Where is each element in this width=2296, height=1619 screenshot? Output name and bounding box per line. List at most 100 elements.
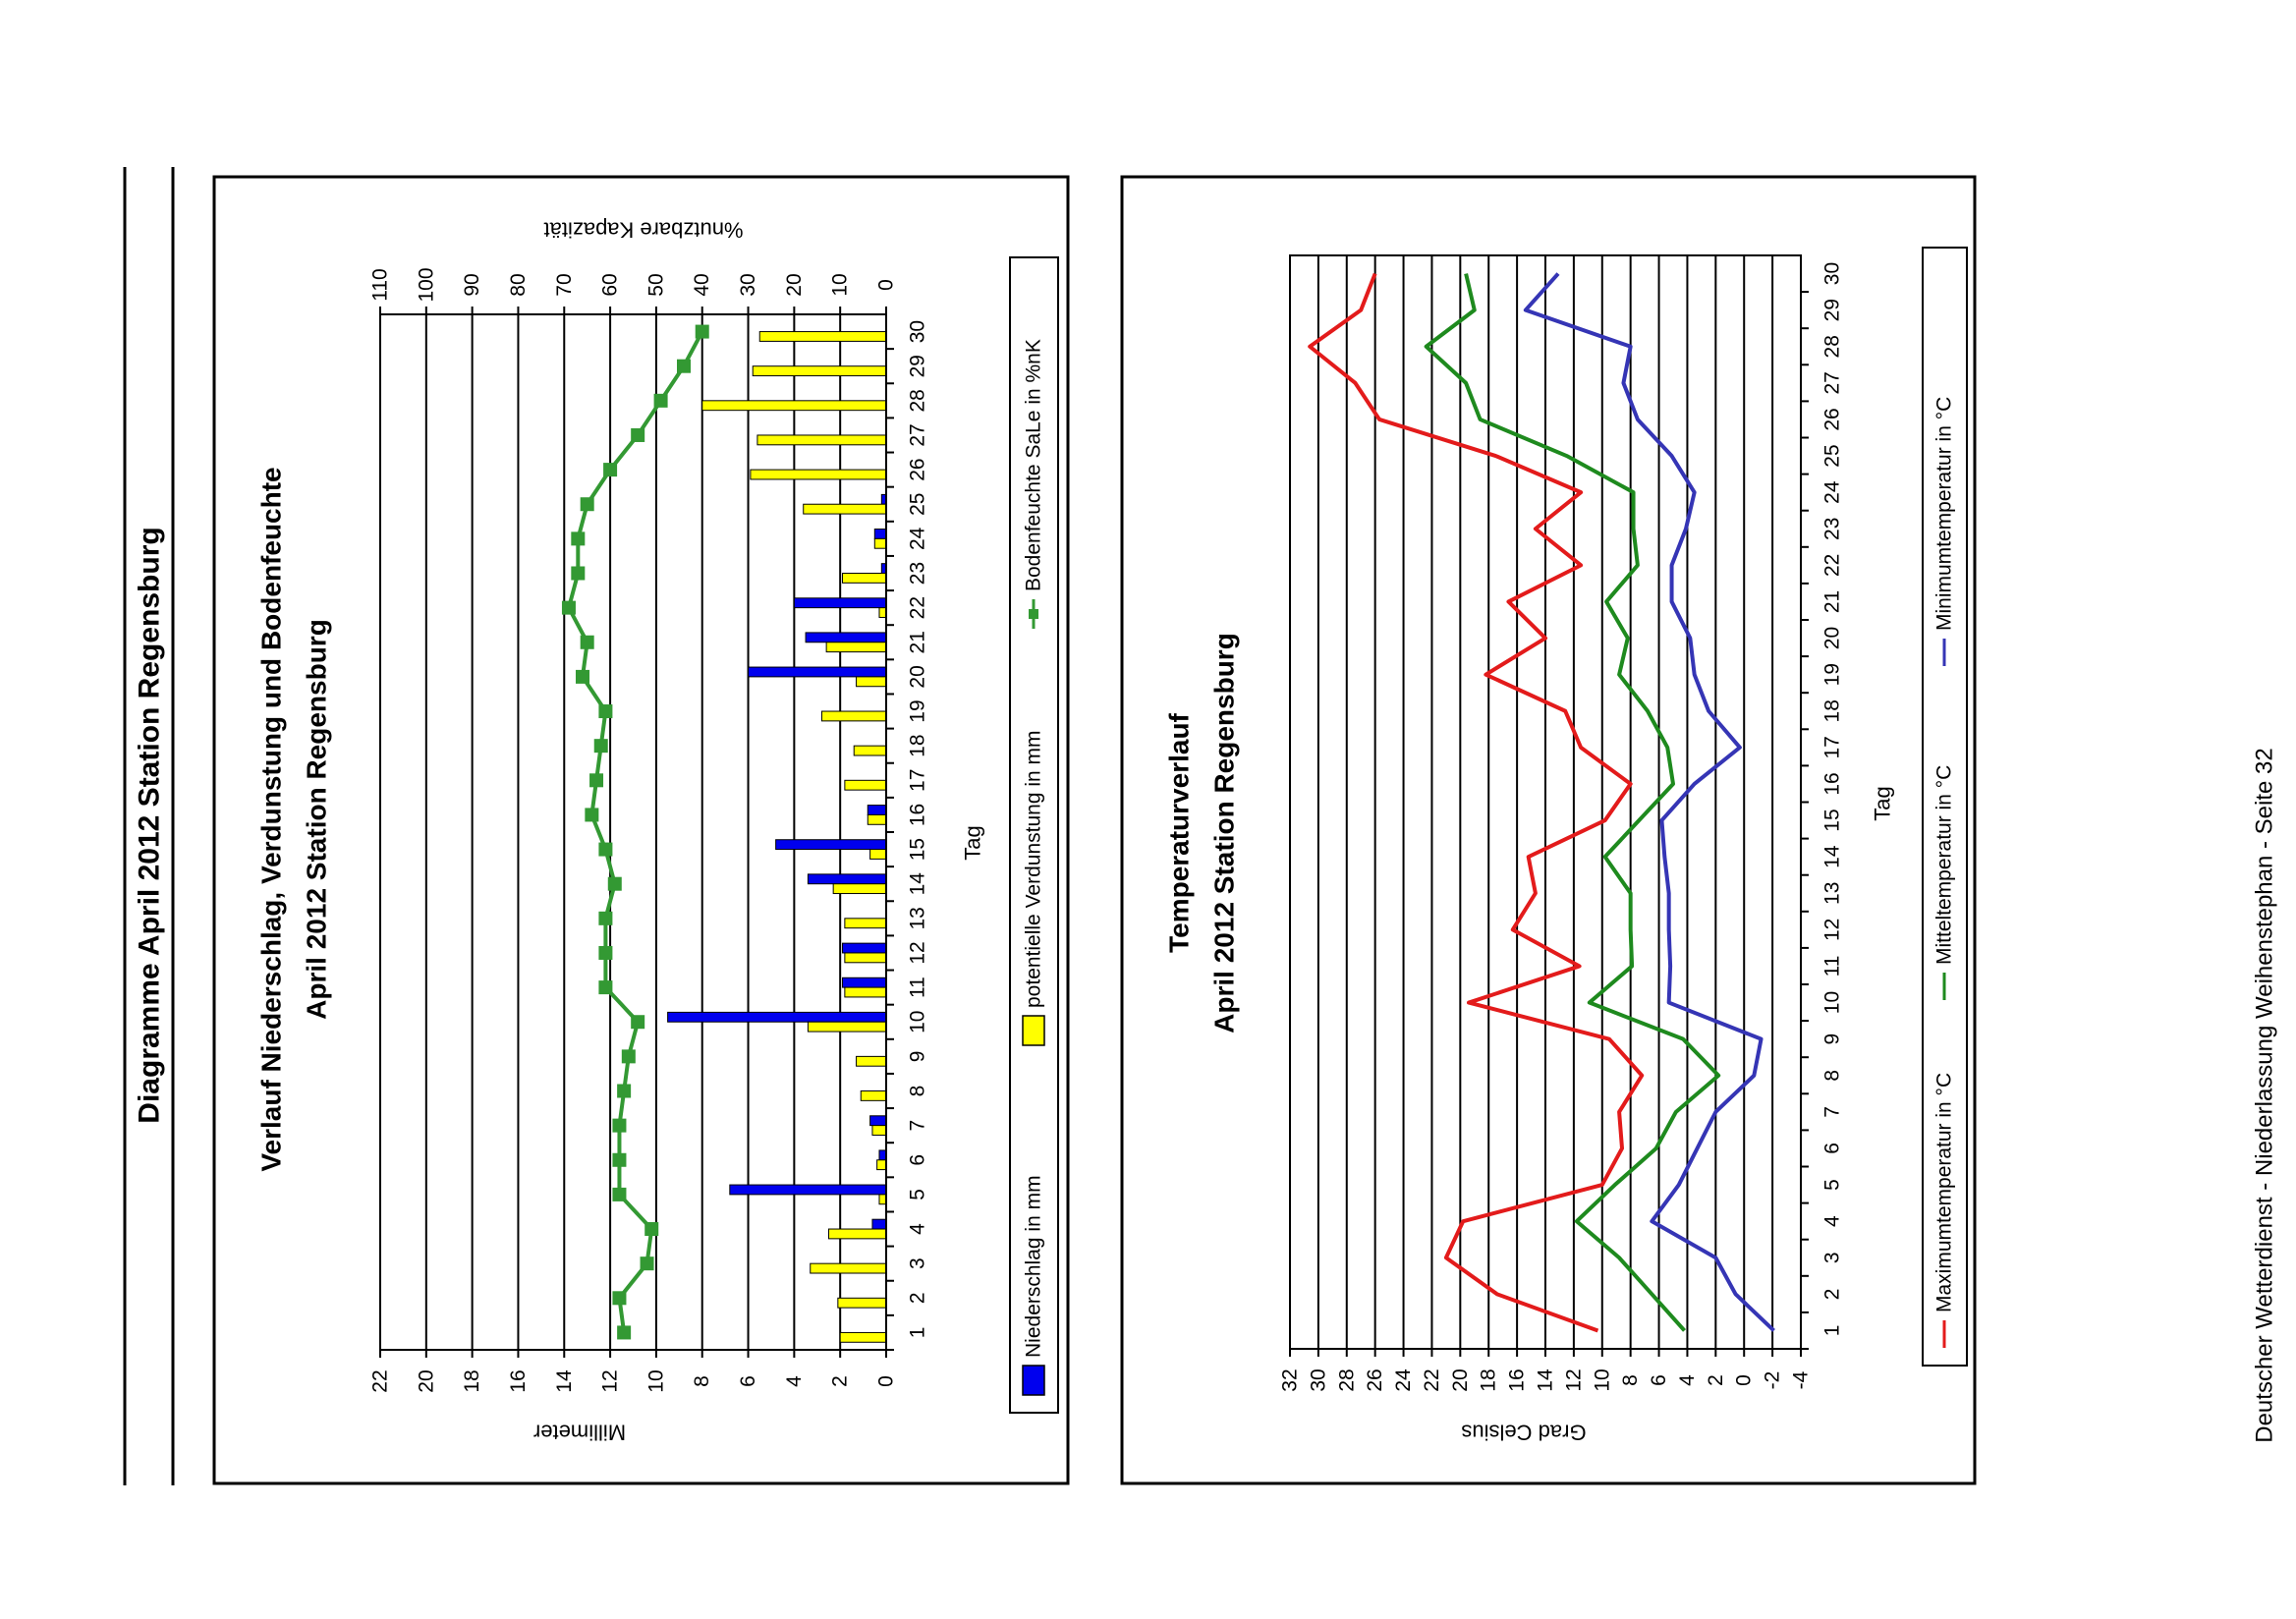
- x-tick-label: 12: [1821, 919, 1844, 941]
- y-tick-label: 14: [553, 1369, 576, 1393]
- x-tick-label: 10: [907, 1011, 929, 1033]
- x-tick-label: 29: [1821, 299, 1844, 321]
- x-tick-label: 11: [907, 977, 929, 998]
- y-tick-label: 0: [875, 1375, 898, 1387]
- y-tick-label: 2: [1705, 1374, 1727, 1386]
- x-tick-label: 14: [907, 872, 929, 896]
- x-tick-label: 10: [1821, 991, 1844, 1014]
- bar-evaporation: [853, 745, 887, 756]
- point-soil-moisture: [598, 980, 613, 995]
- y-tick-label: 18: [461, 1369, 483, 1392]
- x-tick-label: 19: [907, 699, 929, 722]
- bar-evaporation: [867, 813, 887, 825]
- y-tick-label: 22: [1421, 1368, 1443, 1391]
- y-tick-label: 18: [1478, 1368, 1500, 1391]
- x-tick-label: 30: [907, 320, 929, 343]
- x-tick-label: 1: [907, 1327, 929, 1339]
- y-tick-label: 6: [737, 1375, 759, 1387]
- x-tick-label: 2: [1821, 1289, 1844, 1301]
- bar-evaporation: [842, 573, 887, 584]
- bar-precipitation: [871, 1218, 887, 1230]
- bar-evaporation: [758, 331, 887, 342]
- legend-label-soil: Bodenfeuchte SaLe in %nK: [1023, 339, 1045, 591]
- x-tick-label: 6: [907, 1154, 929, 1166]
- point-soil-moisture: [612, 1187, 627, 1201]
- bar-evaporation: [856, 1055, 887, 1067]
- bar-precipitation: [807, 873, 887, 885]
- bar-evaporation: [876, 1159, 887, 1171]
- x-tick-label: 2: [907, 1292, 929, 1304]
- y-tick-label: 14: [1535, 1368, 1557, 1392]
- x-tick-label: 20: [1821, 627, 1844, 649]
- chart-temperature-ticks: -4-2024681012141618202224262830321234567…: [1279, 262, 1844, 1392]
- x-tick-label: 14: [1821, 845, 1844, 868]
- x-tick-label: 24: [1821, 480, 1844, 504]
- x-tick-label: 26: [907, 458, 929, 480]
- bar-evaporation: [832, 883, 887, 895]
- point-soil-moisture: [603, 463, 618, 477]
- x-tick-label: 17: [907, 769, 929, 792]
- legend-label-evap: potentielle Verdunstung in mm: [1023, 730, 1045, 1008]
- point-soil-moisture: [580, 497, 594, 512]
- y2-tick-label: 40: [691, 273, 713, 296]
- bar-evaporation: [820, 710, 887, 722]
- x-tick-label: 30: [1821, 262, 1844, 285]
- y-tick-label: 30: [1307, 1368, 1329, 1391]
- bar-evaporation: [873, 537, 887, 549]
- bar-evaporation: [810, 1262, 887, 1274]
- chart-precipitation-panel: Verlauf Niederschlag, Verdunstung und Bo…: [212, 175, 1070, 1485]
- chart-temperature-marks: [1308, 272, 1775, 1333]
- x-tick-label: 22: [1821, 554, 1844, 577]
- y-tick-label: 16: [1506, 1368, 1529, 1391]
- line-mean-temperature: [1424, 273, 1721, 1332]
- chart-precipitation-ylabel: Millimeter: [533, 1421, 626, 1445]
- x-tick-label: 19: [1821, 663, 1844, 686]
- point-soil-moisture: [617, 1084, 632, 1098]
- bar-evaporation: [856, 676, 887, 688]
- y2-tick-label: 100: [415, 267, 437, 302]
- point-soil-moisture: [598, 842, 613, 857]
- bar-evaporation: [837, 1297, 887, 1309]
- bar-evaporation: [701, 400, 887, 412]
- x-tick-label: 15: [1821, 809, 1844, 831]
- x-tick-label: 5: [907, 1189, 929, 1200]
- chart-precipitation-y2label: %nutzbare Kapazität: [543, 218, 743, 243]
- point-soil-moisture: [653, 393, 668, 408]
- x-tick-label: 8: [1821, 1070, 1844, 1082]
- x-tick-label: 23: [1821, 518, 1844, 540]
- y-tick-label: 12: [1562, 1368, 1585, 1391]
- legend-swatch-evap: [1022, 1015, 1045, 1046]
- x-tick-label: 3: [907, 1257, 929, 1269]
- point-soil-moisture: [593, 739, 608, 754]
- point-soil-moisture: [612, 1291, 627, 1306]
- point-soil-moisture: [598, 945, 613, 960]
- x-tick-label: 13: [907, 907, 929, 929]
- y-tick-label: 20: [415, 1369, 437, 1392]
- y-tick-label: 6: [1648, 1374, 1670, 1386]
- bar-evaporation: [756, 434, 887, 446]
- legend-item-soil: Bodenfeuchte SaLe in %nK: [1023, 339, 1045, 629]
- chart-precipitation-frame: [212, 175, 1070, 1485]
- point-soil-moisture: [589, 773, 604, 788]
- point-soil-moisture: [561, 600, 576, 615]
- x-tick-label: 28: [907, 389, 929, 412]
- point-soil-moisture: [644, 1222, 659, 1237]
- x-tick-label: 13: [1821, 882, 1844, 905]
- y-tick-label: 8: [1619, 1374, 1642, 1386]
- x-tick-label: 7: [907, 1120, 929, 1132]
- y2-tick-label: 10: [829, 273, 852, 296]
- legend-label-max: Maximumtemperatur in °C: [1933, 1073, 1956, 1312]
- bar-evaporation: [750, 469, 887, 480]
- legend-box: [1922, 247, 1968, 1367]
- chart-temperature-legend: Maximumtemperatur in °C Mitteltemperatur…: [1922, 247, 1968, 1367]
- chart-precipitation-title-1: Verlauf Niederschlag, Verdunstung und Bo…: [256, 467, 287, 1171]
- legend-item-max: Maximumtemperatur in °C: [1933, 1073, 1956, 1348]
- x-tick-label: 22: [907, 596, 929, 619]
- legend-marker-soil: [1029, 609, 1038, 619]
- x-tick-label: 26: [1821, 408, 1844, 430]
- bar-precipitation: [775, 839, 887, 851]
- legend-label-mean: Mitteltemperatur in °C: [1933, 765, 1956, 965]
- point-soil-moisture: [580, 635, 594, 649]
- page-footer: Deutscher Wetterdienst - Niederlassung W…: [2252, 748, 2278, 1443]
- y2-tick-label: 70: [553, 273, 576, 296]
